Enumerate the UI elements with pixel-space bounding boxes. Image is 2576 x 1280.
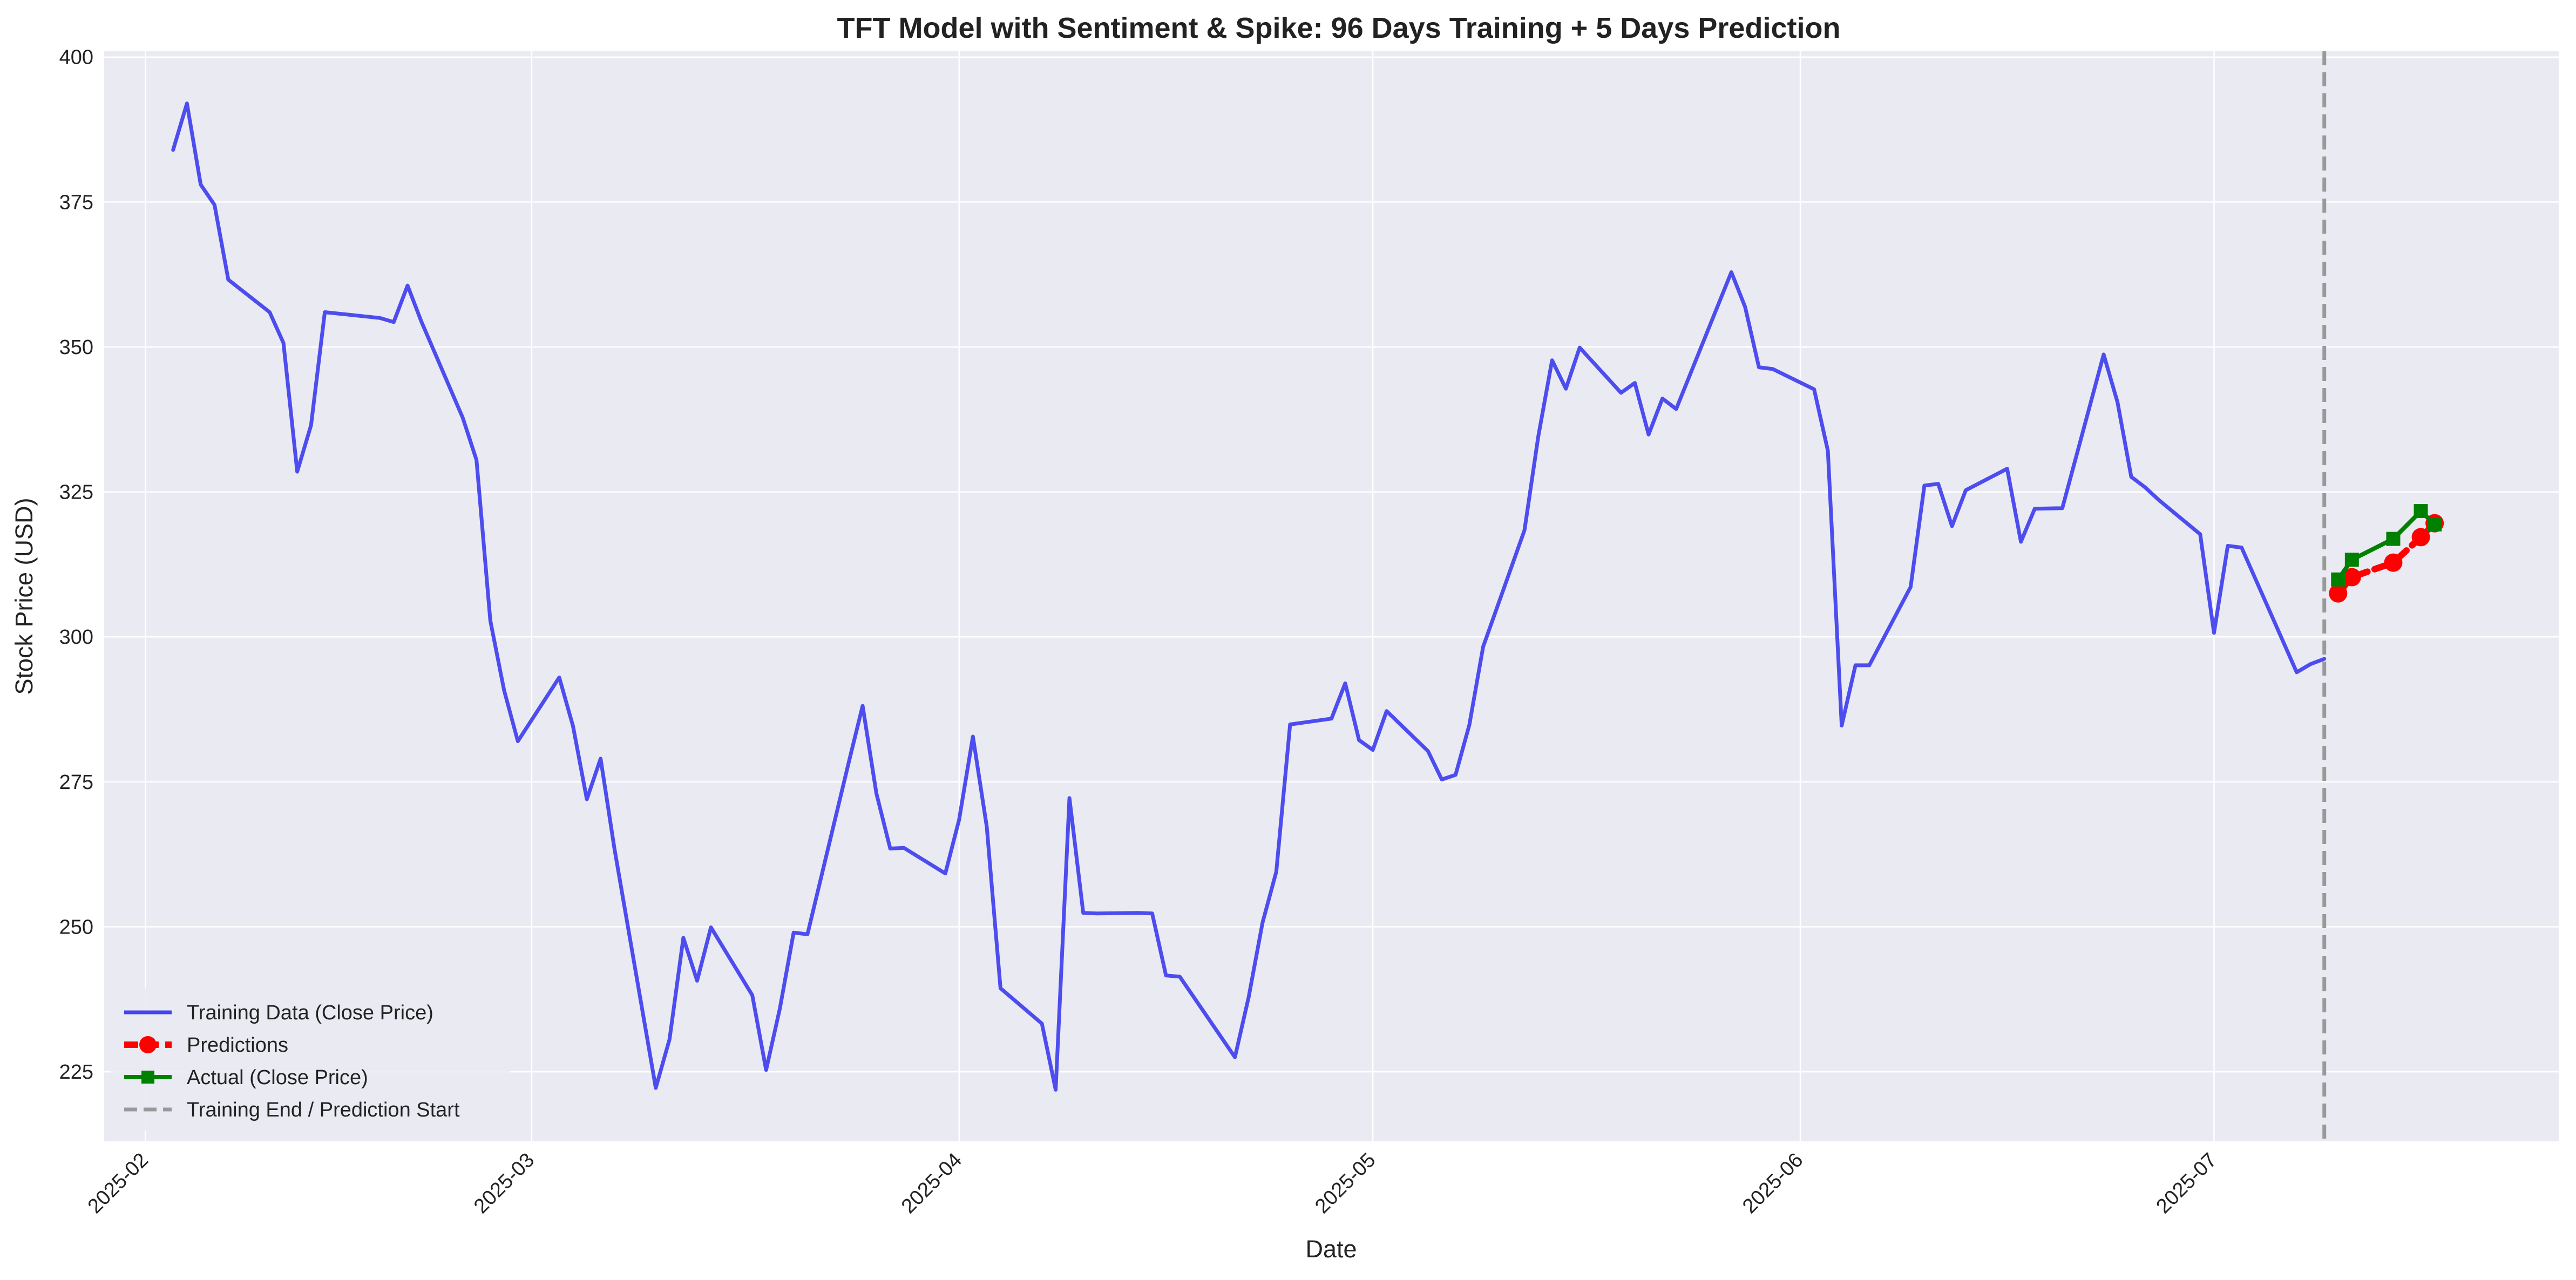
- plot-area: [104, 51, 2559, 1141]
- x-tick: 2025-07: [2152, 1149, 2221, 1218]
- legend-label: Predictions: [187, 1034, 288, 1057]
- legend-item: Training End / Prediction Start: [124, 1099, 460, 1121]
- actual-point: [2428, 517, 2442, 532]
- prediction-point: [2411, 528, 2430, 547]
- legend-label: Training Data (Close Price): [187, 1002, 433, 1024]
- actual-point: [2386, 532, 2401, 546]
- legend-marker: [141, 1071, 154, 1084]
- actual-point: [2331, 572, 2345, 587]
- legend-label: Training End / Prediction Start: [187, 1099, 460, 1121]
- chart-title: TFT Model with Sentiment & Spike: 96 Day…: [837, 12, 1841, 44]
- prediction-point: [2384, 553, 2403, 572]
- y-tick-label: 275: [59, 771, 93, 794]
- legend-marker: [139, 1036, 157, 1053]
- y-tick-label: 400: [59, 46, 93, 69]
- actual-point: [2414, 504, 2428, 519]
- training-data-close-price-line: [171, 101, 2327, 1092]
- y-tick-label: 350: [59, 336, 93, 359]
- legend-item: Actual (Close Price): [124, 1066, 368, 1089]
- x-tick-label: 2025-03: [470, 1149, 539, 1218]
- legend: Training Data (Close Price) Predictions Ac…: [111, 988, 510, 1131]
- x-tick-label: 2025-04: [897, 1149, 966, 1218]
- x-tick: 2025-05: [1311, 1149, 1380, 1218]
- x-tick: 2025-02: [84, 1149, 153, 1218]
- legend-box: [111, 988, 510, 1131]
- y-axis-ticks: 225 250 275 300 325 350 375 400: [59, 46, 93, 1084]
- x-tick: 2025-04: [897, 1149, 966, 1218]
- prediction-point: [2329, 584, 2348, 603]
- y-tick-label: 375: [59, 191, 93, 214]
- x-tick: 2025-06: [1738, 1149, 1807, 1218]
- x-axis-label: Date: [1305, 1235, 1357, 1263]
- y-tick-label: 300: [59, 626, 93, 649]
- legend-item: Predictions: [124, 1034, 288, 1057]
- y-axis-label: Stock Price (USD): [10, 498, 38, 695]
- y-tick-label: 225: [59, 1061, 93, 1084]
- legend-item: Training Data (Close Price): [124, 1002, 433, 1024]
- actual-point: [2344, 553, 2359, 567]
- y-tick-label: 325: [59, 481, 93, 504]
- legend-label: Actual (Close Price): [187, 1066, 368, 1089]
- x-tick-label: 2025-02: [84, 1149, 153, 1218]
- y-tick-label: 250: [59, 916, 93, 938]
- series-layer: [171, 101, 2444, 1092]
- x-tick-label: 2025-06: [1738, 1149, 1807, 1218]
- x-tick-label: 2025-05: [1311, 1149, 1380, 1218]
- x-tick-label: 2025-07: [2152, 1149, 2221, 1218]
- prediction-point: [2342, 568, 2361, 587]
- grid-lines: [104, 51, 2559, 1141]
- x-tick: 2025-03: [470, 1149, 539, 1218]
- x-axis-ticks: 2025-02 2025-03 2025-04 2025-05 2025-06 2025-…: [84, 1149, 2221, 1218]
